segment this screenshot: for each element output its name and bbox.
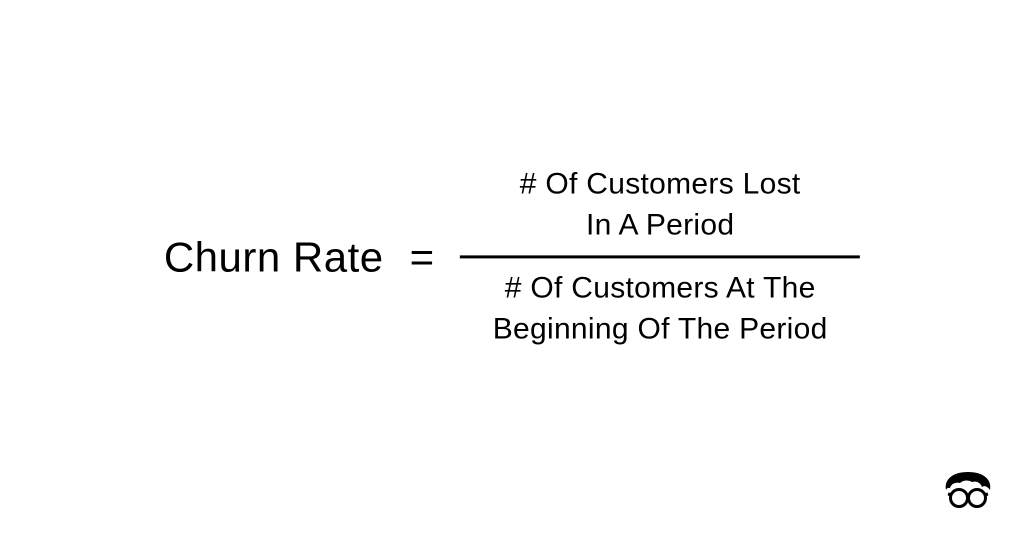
denominator-line-2: Beginning Of The Period xyxy=(493,312,828,345)
brand-logo-icon xyxy=(942,470,994,514)
formula-lhs: Churn Rate xyxy=(164,233,384,281)
formula-numerator: # Of Customers Lost In A Period xyxy=(520,164,801,255)
numerator-line-1: # Of Customers Lost xyxy=(520,167,801,200)
denominator-line-1: # Of Customers At The xyxy=(505,271,816,304)
numerator-line-2: In A Period xyxy=(586,208,734,241)
formula-fraction: # Of Customers Lost In A Period # Of Cus… xyxy=(460,164,860,349)
formula-denominator: # Of Customers At The Beginning Of The P… xyxy=(493,258,828,349)
equals-sign: = xyxy=(410,233,435,281)
churn-rate-formula: Churn Rate = # Of Customers Lost In A Pe… xyxy=(164,164,860,349)
